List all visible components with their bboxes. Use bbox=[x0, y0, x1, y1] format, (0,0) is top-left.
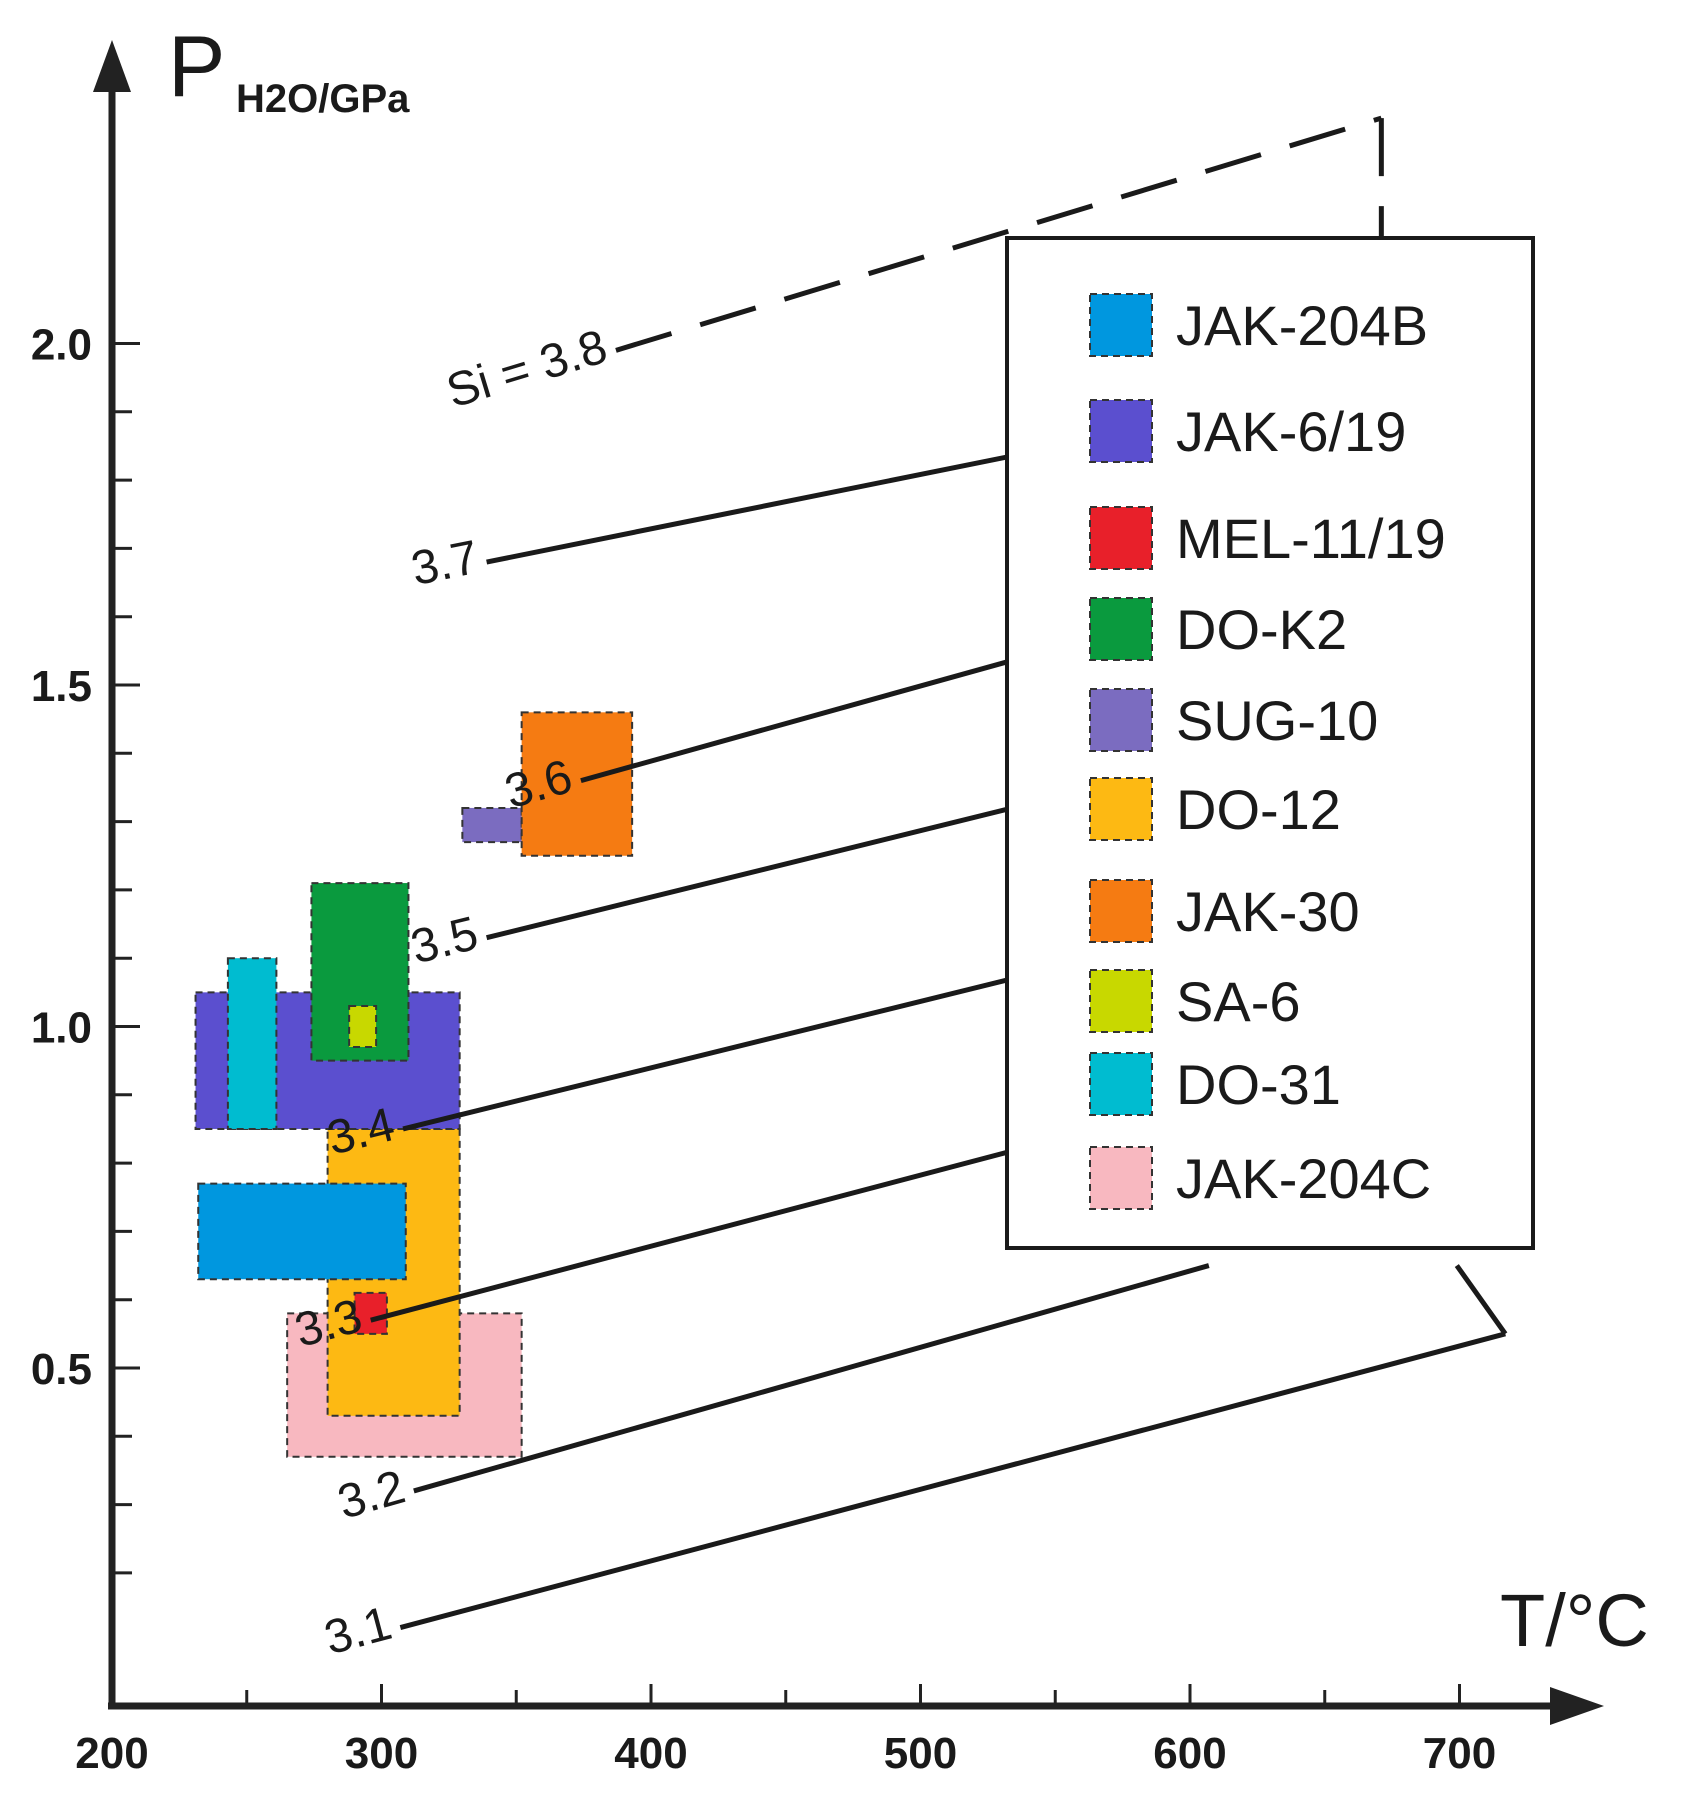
si-isopleths: 3.13.23.33.43.53.63.7Si = 3.8 bbox=[289, 115, 1508, 1665]
legend-swatch-jak-30 bbox=[1089, 879, 1153, 943]
axis-labels: P H2O/GPa T/°C bbox=[168, 19, 1649, 1662]
legend-swatch-jak-204b bbox=[1089, 293, 1153, 357]
legend-swatch-do-31 bbox=[1089, 1052, 1153, 1116]
sample-box-do-31 bbox=[226, 957, 278, 1130]
isopleth-line-si-3-8 bbox=[615, 115, 1383, 353]
legend-label-jak-6-19: JAK-6/19 bbox=[1176, 400, 1406, 463]
legend-label-jak-204b: JAK-204B bbox=[1176, 294, 1428, 357]
y-tick-label: 2.0 bbox=[31, 321, 92, 370]
legend-swatch-do-k2 bbox=[1089, 597, 1153, 661]
legend: JAK-204B JAK-6/19 MEL-11/19 DO-K2 SUG-10 DO-1… bbox=[1005, 236, 1535, 1250]
isopleth-line-3-3 bbox=[370, 1126, 1097, 1323]
isopleth-label-3-1: 3.1 bbox=[319, 1597, 397, 1665]
y-axis-arrow bbox=[93, 40, 131, 92]
legend-label-sa-6: SA-6 bbox=[1176, 970, 1301, 1033]
y-tick-label: 1.0 bbox=[31, 1004, 92, 1053]
legend-swatch-jak-204c bbox=[1089, 1146, 1153, 1210]
y-tick-label: 1.5 bbox=[31, 662, 92, 711]
ticks: 200 300 400 500 600 700 0.5 1.0 1.5 2.0 bbox=[31, 321, 1496, 1779]
x-axis-arrow bbox=[1550, 1687, 1604, 1725]
legend-label-mel-11-19: MEL-11/19 bbox=[1176, 507, 1446, 570]
legend-label-do-k2: DO-K2 bbox=[1176, 598, 1347, 661]
legend-swatch-mel-11-19 bbox=[1089, 506, 1153, 570]
x-tick-label: 400 bbox=[614, 1729, 687, 1778]
legend-label-jak-204c: JAK-204C bbox=[1176, 1147, 1431, 1210]
legend-swatch-jak-6-19 bbox=[1089, 399, 1153, 463]
isopleth-line-3-7 bbox=[486, 436, 1097, 565]
x-tick-label: 300 bbox=[345, 1729, 418, 1778]
legend-swatch-sug-10 bbox=[1089, 688, 1153, 752]
x-axis-label: T/°C bbox=[1500, 1579, 1649, 1662]
isopleth-label-si-3-8: Si = 3.8 bbox=[441, 320, 613, 418]
sample-box-mel-11-19 bbox=[353, 1291, 388, 1335]
sample-box-sa-6 bbox=[348, 1005, 378, 1048]
isopleth-line-3-5 bbox=[486, 785, 1097, 941]
y-axis-label-sub: H2O/GPa bbox=[236, 77, 410, 121]
sample-boxes bbox=[194, 711, 634, 1458]
legend-label-do-31: DO-31 bbox=[1176, 1053, 1341, 1116]
x-tick-label: 200 bbox=[75, 1729, 148, 1778]
isopleth-line-3-2 bbox=[413, 1263, 1210, 1494]
y-axis-label-main: P bbox=[168, 19, 225, 115]
x-tick-label: 600 bbox=[1153, 1729, 1226, 1778]
boundary-kink-line bbox=[1454, 1264, 1508, 1336]
isopleth-line-3-1 bbox=[399, 1331, 1506, 1630]
isopleth-line-3-4 bbox=[402, 955, 1097, 1132]
sample-box-jak-30 bbox=[520, 711, 634, 857]
legend-label-do-12: DO-12 bbox=[1176, 778, 1341, 841]
sample-box-sug-10 bbox=[461, 806, 523, 844]
legend-label-sug-10: SUG-10 bbox=[1176, 689, 1378, 752]
isopleth-label-3-2: 3.2 bbox=[332, 1461, 411, 1530]
y-tick-label: 0.5 bbox=[31, 1345, 92, 1394]
legend-label-jak-30: JAK-30 bbox=[1176, 880, 1360, 943]
legend-swatch-do-12 bbox=[1089, 777, 1153, 841]
isopleth-label-3-7: 3.7 bbox=[407, 531, 483, 596]
sample-box-jak-204b bbox=[197, 1182, 407, 1281]
x-tick-label: 500 bbox=[884, 1729, 957, 1778]
x-tick-label: 700 bbox=[1423, 1729, 1496, 1778]
isopleth-label-3-5: 3.5 bbox=[406, 907, 483, 974]
legend-swatch-sa-6 bbox=[1089, 969, 1153, 1033]
